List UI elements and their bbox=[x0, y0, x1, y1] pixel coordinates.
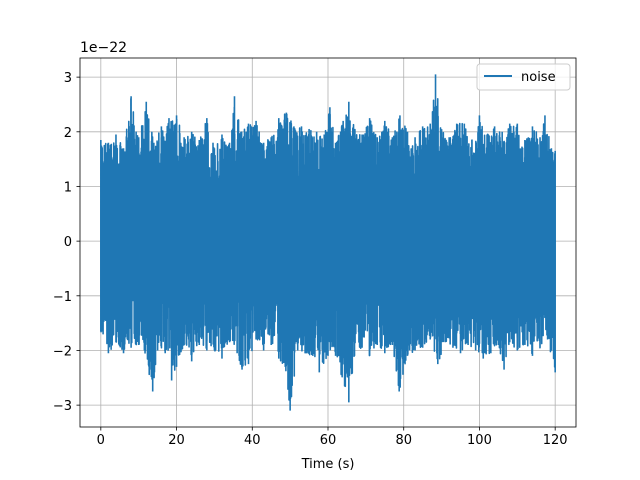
y-tick-label: 2 bbox=[64, 126, 72, 141]
x-tick-label: 80 bbox=[395, 433, 412, 448]
x-tick-label: 40 bbox=[244, 433, 261, 448]
series-layer bbox=[100, 74, 556, 411]
y-tick-label: −2 bbox=[53, 344, 72, 359]
y-tick-label: 0 bbox=[64, 235, 72, 250]
y-tick-label: −3 bbox=[53, 399, 72, 414]
x-tick-label: 120 bbox=[543, 433, 568, 448]
series-line-noise bbox=[100, 74, 556, 411]
y-axis-ticks: −3 −2 −1 0 1 2 3 bbox=[53, 71, 80, 414]
plot-area bbox=[100, 74, 556, 411]
legend-label-noise: noise bbox=[521, 70, 556, 85]
x-axis-ticks: 0 20 40 60 80 100 120 bbox=[97, 427, 568, 448]
x-axis-label: Time (s) bbox=[301, 457, 355, 472]
x-tick-label: 20 bbox=[168, 433, 185, 448]
legend: noise bbox=[476, 63, 571, 91]
y-offset-label: 1e−22 bbox=[80, 40, 127, 56]
y-tick-label: 1 bbox=[64, 180, 72, 195]
x-tick-label: 0 bbox=[97, 433, 105, 448]
legend-box bbox=[476, 63, 571, 91]
x-tick-label: 100 bbox=[467, 433, 492, 448]
x-tick-label: 60 bbox=[320, 433, 337, 448]
y-tick-label: 3 bbox=[64, 71, 72, 86]
y-tick-label: −1 bbox=[53, 290, 72, 305]
